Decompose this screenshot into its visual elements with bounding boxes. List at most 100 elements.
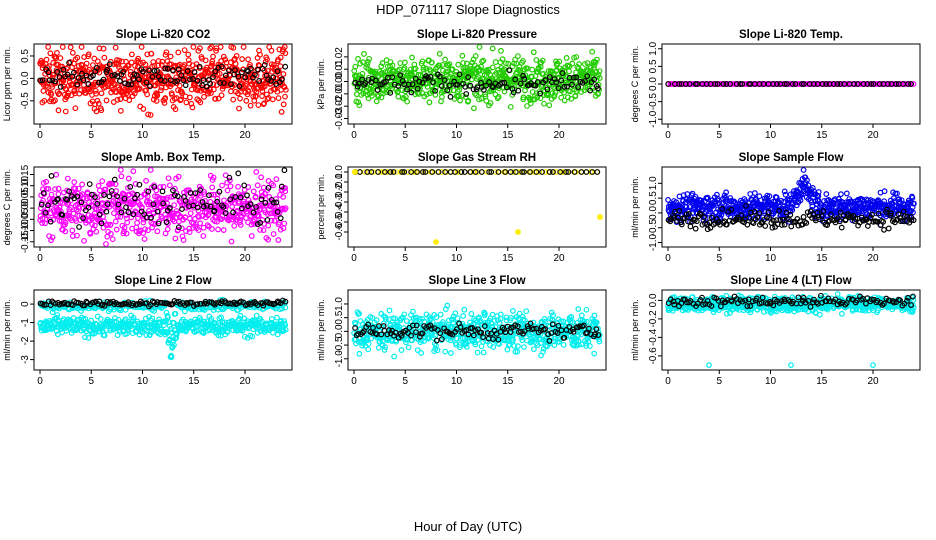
colored-point <box>501 88 508 95</box>
colored-point <box>99 178 106 185</box>
panel-title: Slope Sample Flow <box>739 152 844 164</box>
y-tick-label: -1.0 <box>648 233 659 251</box>
colored-point <box>359 70 366 77</box>
colored-point <box>48 237 55 244</box>
x-tick-label: 15 <box>502 376 514 387</box>
colored-point <box>910 81 917 87</box>
colored-point <box>446 87 453 94</box>
colored-point <box>556 58 563 65</box>
colored-point <box>111 81 118 88</box>
y-tick-label: 0.5 <box>20 49 31 63</box>
colored-point <box>516 64 523 70</box>
black-point <box>136 76 142 83</box>
x-tick-label: 15 <box>188 130 200 141</box>
black-point <box>48 172 55 179</box>
colored-point <box>162 230 169 237</box>
plot-frame <box>33 166 293 248</box>
colored-point <box>107 230 114 237</box>
colored-point <box>461 306 468 313</box>
colored-point <box>83 60 90 67</box>
black-point <box>210 74 216 81</box>
colored-point <box>70 210 77 217</box>
black-point <box>876 81 883 87</box>
black-point <box>391 81 398 88</box>
colored-point <box>102 186 109 193</box>
colored-point <box>747 191 754 197</box>
colored-point <box>71 179 78 186</box>
black-point <box>143 79 150 86</box>
black-point <box>39 77 46 83</box>
x-tick-label: 15 <box>188 253 200 264</box>
chart-panel-3: Slope Li-820 Temp.0 5 10 15 201.00.50.0-0.5-… <box>630 29 921 141</box>
black-point <box>270 74 277 81</box>
black-point <box>834 81 841 87</box>
colored-point <box>596 68 603 75</box>
black-point <box>75 75 82 81</box>
y-tick-label: -2 <box>20 336 31 345</box>
black-point <box>784 81 790 87</box>
x-tick-label: 10 <box>451 130 463 141</box>
colored-point <box>432 91 439 98</box>
black-point <box>79 70 85 77</box>
black-point <box>106 61 113 68</box>
colored-point <box>112 218 119 225</box>
colored-point <box>265 222 272 229</box>
black-point <box>851 81 858 87</box>
x-tick-label: 0 <box>351 130 357 141</box>
colored-point <box>409 54 415 61</box>
black-point <box>558 77 565 84</box>
chart-panel-5: Slope Gas Stream RH0 5 10 15 200.0-0.1-0.2-0… <box>316 152 607 264</box>
colored-point <box>281 220 288 227</box>
black-point <box>575 84 582 91</box>
colored-point <box>154 92 161 99</box>
y-tick-label: 1.0 <box>648 41 659 55</box>
black-point <box>686 81 693 87</box>
black-point <box>799 81 805 87</box>
black-point <box>881 226 887 233</box>
colored-point <box>277 54 284 61</box>
y-tick-label: 0.01 <box>334 59 345 79</box>
colored-point <box>423 65 430 72</box>
colored-point <box>96 187 103 194</box>
black-point <box>503 84 510 91</box>
colored-point <box>210 86 217 93</box>
colored-point <box>125 192 132 199</box>
colored-point <box>113 226 120 233</box>
colored-point <box>54 50 60 56</box>
black-point <box>274 68 281 75</box>
black-point <box>151 68 158 74</box>
colored-point <box>200 224 207 231</box>
colored-point <box>247 102 254 109</box>
black-point <box>232 67 238 74</box>
y-axis-label: kPa per min. <box>316 59 326 110</box>
panel-title: Slope Amb. Box Temp. <box>101 152 225 164</box>
black-point <box>128 81 135 88</box>
black-point <box>217 80 224 86</box>
colored-point <box>369 92 375 99</box>
black-point <box>45 69 52 76</box>
black-point <box>182 82 189 89</box>
figure-title: HDP_071117 Slope Diagnostics <box>376 2 560 17</box>
colored-point <box>59 44 66 50</box>
panel-title: Slope Line 2 Flow <box>114 275 211 287</box>
colored-point <box>507 103 514 110</box>
colored-point <box>103 97 110 104</box>
black-point <box>279 76 285 83</box>
black-point <box>739 81 746 87</box>
colored-point <box>75 204 82 211</box>
colored-point <box>150 96 157 103</box>
colored-point <box>282 86 289 93</box>
colored-point <box>62 219 69 226</box>
black-point <box>174 78 181 84</box>
x-tick-label: 20 <box>553 130 565 141</box>
black-point <box>800 213 807 220</box>
colored-point <box>589 48 596 55</box>
black-point <box>860 81 867 87</box>
colored-point <box>134 219 140 226</box>
black-point <box>359 76 365 83</box>
black-point <box>117 78 123 84</box>
y-tick-label: -1 <box>20 318 31 327</box>
x-tick-label: 5 <box>402 376 408 387</box>
y-tick-label: 0.00 <box>20 198 31 218</box>
